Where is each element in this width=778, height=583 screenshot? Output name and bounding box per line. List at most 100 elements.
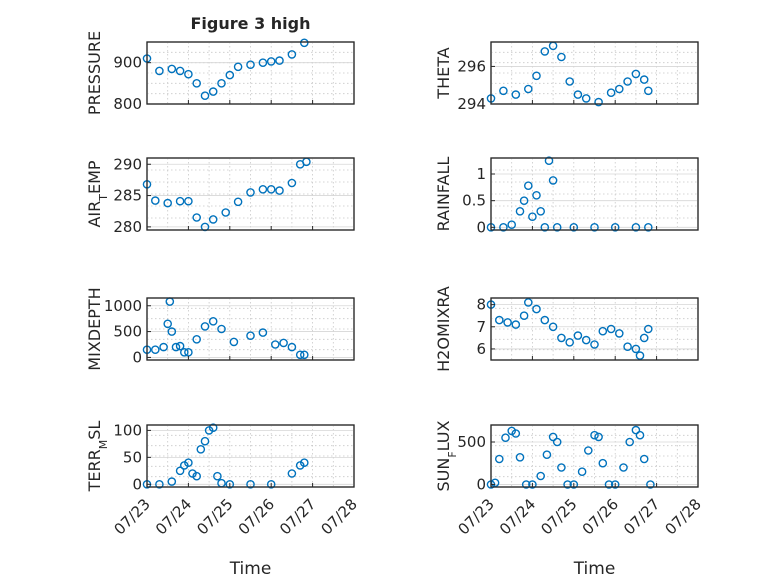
data-point (604, 480, 614, 489)
data-point (494, 454, 504, 464)
data-point (536, 206, 546, 216)
data-point (246, 60, 255, 69)
y-axis-label-main: THETA (434, 47, 453, 99)
data-point (499, 222, 508, 232)
data-point (192, 79, 201, 88)
y-axis-label: SUNFLUX (434, 420, 459, 491)
data-point (644, 324, 653, 334)
data-point (275, 56, 284, 65)
y-axis-label-main: AIR (85, 201, 104, 228)
y-tick-label: 294 (457, 95, 486, 113)
y-axis-label: THETA (434, 47, 453, 99)
y-axis-label: AIRTEMP (85, 160, 110, 227)
data-point (275, 186, 284, 195)
data-point (213, 471, 222, 481)
data-point (610, 222, 620, 232)
y-axis-label-tail: EMP (85, 160, 104, 194)
y-tick-label: 100 (113, 421, 142, 439)
data-point (623, 77, 632, 86)
data-point (544, 156, 554, 165)
y-tick-label: 0 (132, 475, 142, 493)
x-tick-label: 07/28 (318, 495, 361, 538)
data-point (635, 430, 645, 440)
data-point (295, 350, 305, 360)
data-point (524, 84, 533, 94)
y-tick-label: 6 (476, 340, 486, 358)
data-point (279, 338, 288, 348)
data-point (246, 188, 255, 197)
data-point (167, 477, 177, 486)
data-point (552, 222, 562, 232)
data-point (494, 315, 504, 325)
data-point (287, 178, 297, 188)
y-axis-label-tail: SL (85, 421, 104, 440)
y-tick-label: 0 (476, 475, 486, 493)
data-point (619, 463, 628, 472)
data-point (246, 479, 255, 489)
y-tick-label: 8 (476, 296, 486, 314)
data-point (594, 97, 603, 107)
data-point (548, 322, 558, 332)
data-point (563, 480, 572, 489)
data-point (610, 480, 620, 489)
data-point (631, 344, 641, 354)
data-point (225, 479, 235, 489)
data-point (192, 471, 201, 481)
data-point (229, 337, 239, 347)
data-point (548, 176, 558, 185)
data-point (511, 320, 521, 329)
y-axis-label-tail: LUX (434, 420, 453, 451)
x-tick-label: 07/24 (496, 495, 539, 538)
data-point (299, 350, 309, 360)
data-point (631, 222, 641, 232)
data-point (524, 181, 533, 190)
data-point (159, 342, 168, 352)
data-point (552, 437, 562, 447)
data-point (217, 324, 226, 334)
data-point (270, 340, 280, 349)
y-axis-label-main: H2OMIXRA (434, 286, 453, 372)
subplot: 0 0.5 1 RAINFALL (434, 156, 699, 236)
data-point (598, 326, 608, 336)
data-point (200, 436, 210, 446)
data-point (615, 329, 624, 338)
y-axis-label-sub: T (97, 194, 110, 202)
y-tick-label: 1 (476, 165, 486, 183)
y-axis-label-main: MIXDEPTH (85, 287, 104, 370)
data-point (565, 337, 575, 347)
y-tick-label: 50 (123, 448, 142, 466)
x-axis-label: Time (573, 559, 616, 579)
x-tick-label: 07/27 (620, 495, 663, 538)
data-point (167, 327, 177, 336)
axes-frame (490, 424, 699, 488)
data-point (528, 480, 537, 489)
axes-frame (490, 157, 699, 231)
data-point (208, 87, 218, 96)
data-point (548, 432, 558, 442)
data-point (573, 90, 583, 99)
subplot: 050100TERRMSL07/2307/2407/2507/2607/2707… (85, 421, 361, 579)
data-point (258, 184, 268, 194)
data-point (155, 479, 164, 489)
data-point (631, 425, 641, 435)
data-point (208, 215, 218, 224)
data-point (590, 222, 599, 232)
x-tick-label: 07/26 (235, 495, 278, 538)
data-point (221, 208, 230, 217)
data-point (557, 463, 566, 472)
y-tick-label: 296 (457, 57, 486, 75)
y-tick-label: 290 (113, 155, 142, 173)
data-point (581, 94, 591, 103)
data-point (507, 220, 517, 229)
data-point (532, 190, 541, 200)
axes-frame (490, 297, 699, 361)
data-point (540, 47, 550, 56)
y-tick-label: 1000 (104, 297, 142, 315)
data-point (565, 77, 575, 86)
data-point (163, 198, 172, 208)
data-point (167, 64, 177, 74)
